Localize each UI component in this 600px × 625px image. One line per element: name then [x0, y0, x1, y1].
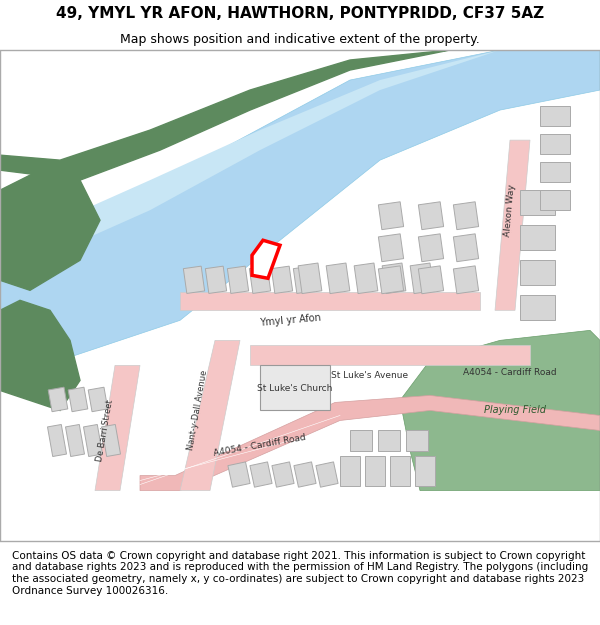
Polygon shape [88, 388, 108, 412]
Polygon shape [250, 346, 530, 366]
Polygon shape [272, 462, 294, 488]
Polygon shape [400, 331, 600, 491]
Text: St Luke's Church: St Luke's Church [257, 384, 332, 393]
Polygon shape [184, 266, 205, 294]
Text: St Luke's Avenue: St Luke's Avenue [331, 371, 409, 380]
Polygon shape [250, 266, 271, 294]
Text: Ymyl yr Afon: Ymyl yr Afon [259, 312, 321, 328]
Polygon shape [495, 140, 530, 311]
Polygon shape [406, 431, 428, 451]
Text: Contains OS data © Crown copyright and database right 2021. This information is : Contains OS data © Crown copyright and d… [12, 551, 588, 596]
Polygon shape [95, 366, 140, 491]
Polygon shape [378, 431, 400, 451]
Polygon shape [180, 292, 480, 311]
Polygon shape [250, 462, 272, 488]
Polygon shape [293, 266, 314, 294]
Polygon shape [520, 190, 555, 215]
Polygon shape [540, 162, 570, 182]
Text: Alexon Way: Alexon Way [503, 184, 517, 237]
Polygon shape [454, 202, 479, 229]
Polygon shape [326, 263, 350, 294]
Polygon shape [540, 134, 570, 154]
Polygon shape [68, 388, 88, 412]
Polygon shape [271, 266, 293, 294]
Polygon shape [520, 225, 555, 250]
Polygon shape [65, 424, 85, 456]
Polygon shape [260, 366, 330, 411]
Polygon shape [0, 50, 600, 180]
Polygon shape [316, 462, 338, 488]
Polygon shape [47, 424, 67, 456]
Text: A4054 - Cardiff Road: A4054 - Cardiff Road [213, 433, 307, 458]
Text: De Barri Street: De Barri Street [95, 399, 115, 462]
Polygon shape [379, 266, 404, 294]
Polygon shape [379, 202, 404, 229]
Text: A4054 - Cardiff Road: A4054 - Cardiff Road [463, 368, 557, 377]
Polygon shape [415, 456, 435, 486]
Polygon shape [0, 50, 600, 250]
Text: Playing Field: Playing Field [484, 406, 546, 416]
Polygon shape [454, 266, 479, 294]
Polygon shape [379, 234, 404, 262]
Polygon shape [228, 462, 250, 488]
Polygon shape [298, 263, 322, 294]
Polygon shape [382, 263, 406, 294]
Polygon shape [520, 260, 555, 285]
Polygon shape [48, 388, 68, 412]
Polygon shape [140, 396, 600, 491]
Polygon shape [294, 462, 316, 488]
Polygon shape [227, 266, 248, 294]
Polygon shape [252, 240, 280, 278]
Polygon shape [83, 424, 103, 456]
Polygon shape [365, 456, 385, 486]
Polygon shape [180, 341, 240, 491]
Polygon shape [410, 263, 434, 294]
Text: Map shows position and indicative extent of the property.: Map shows position and indicative extent… [120, 32, 480, 46]
Text: 49, YMYL YR AFON, HAWTHORN, PONTYPRIDD, CF37 5AZ: 49, YMYL YR AFON, HAWTHORN, PONTYPRIDD, … [56, 6, 544, 21]
Polygon shape [418, 202, 443, 229]
Polygon shape [0, 170, 100, 290]
Polygon shape [205, 266, 227, 294]
Polygon shape [390, 456, 410, 486]
Polygon shape [0, 301, 80, 411]
Polygon shape [540, 190, 570, 210]
Polygon shape [340, 456, 360, 486]
Polygon shape [354, 263, 378, 294]
Polygon shape [520, 295, 555, 321]
Polygon shape [101, 424, 121, 456]
Polygon shape [418, 234, 443, 262]
Polygon shape [540, 106, 570, 126]
Text: Nant-y-Dall Avenue: Nant-y-Dall Avenue [187, 369, 209, 451]
Polygon shape [350, 431, 372, 451]
Polygon shape [418, 266, 443, 294]
Polygon shape [0, 50, 600, 361]
Polygon shape [454, 234, 479, 262]
